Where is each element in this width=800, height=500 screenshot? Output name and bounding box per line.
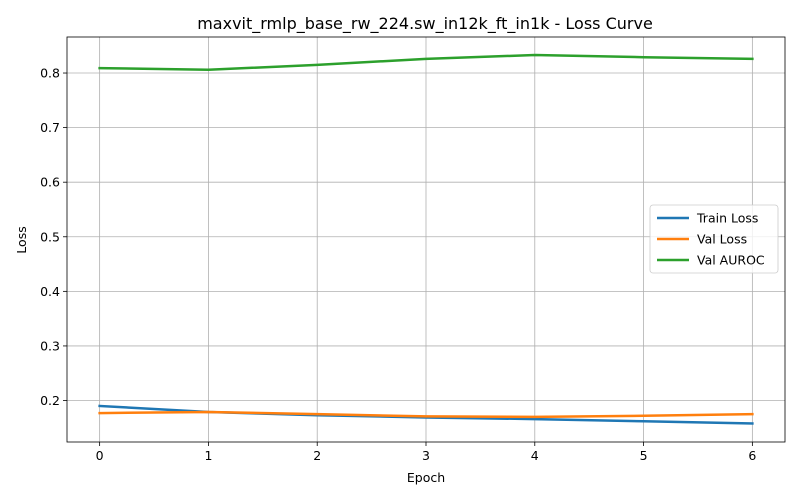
legend-label-train-loss: Train Loss xyxy=(696,211,758,226)
chart-title: maxvit_rmlp_base_rw_224.sw_in12k_ft_in1k… xyxy=(197,14,653,34)
series-line-val-auroc xyxy=(98,53,754,71)
x-axis-label: Epoch xyxy=(407,470,445,485)
legend-label-val-loss: Val Loss xyxy=(697,232,747,247)
y-tick-label: 0.5 xyxy=(40,229,60,244)
x-tick-label: 6 xyxy=(748,448,756,463)
y-tick-label: 0.3 xyxy=(40,338,60,353)
axis-ticks: 0 1 2 3 4 5 6 0.2 0.3 0.4 0.5 0.6 0.7 0.8 xyxy=(40,66,756,463)
x-tick-label: 1 xyxy=(204,448,212,463)
y-tick-label: 0.2 xyxy=(40,393,60,408)
x-tick-label: 4 xyxy=(531,448,539,463)
series-lines xyxy=(98,53,754,425)
legend-label-val-auroc: Val AUROC xyxy=(697,253,765,268)
series-line-val-loss xyxy=(98,410,754,419)
y-tick-label: 0.4 xyxy=(40,284,60,299)
x-tick-label: 3 xyxy=(422,448,430,463)
grid xyxy=(67,37,785,442)
y-axis-label: Loss xyxy=(14,226,29,253)
y-tick-label: 0.6 xyxy=(40,175,60,190)
legend: Train Loss Val Loss Val AUROC xyxy=(649,204,779,274)
x-tick-label: 0 xyxy=(96,448,104,463)
x-tick-label: 5 xyxy=(640,448,648,463)
legend-box xyxy=(649,204,779,274)
y-tick-label: 0.8 xyxy=(40,66,60,81)
y-tick-label: 0.7 xyxy=(40,120,60,135)
x-tick-label: 2 xyxy=(313,448,321,463)
